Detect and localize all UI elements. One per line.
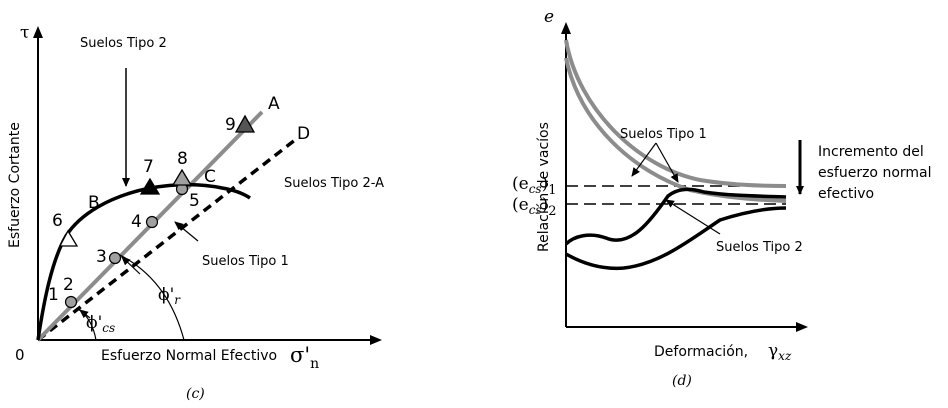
d-curve-tipo2-upper [564,187,787,246]
c-line-d-label: D [297,124,310,144]
c-x-axis-symbol: σ'n [290,343,319,372]
d-label-incremento-2: esfuerzo normal [818,165,932,181]
c-point-3-marker [108,251,122,265]
d-label-incremento-1: Incremento del [818,144,924,160]
d-y-axis-arrow-icon [561,22,571,34]
c-line-d [36,138,297,342]
c-arrow-suelos-tipo-1 [174,221,199,242]
c-curve-b [36,182,251,341]
c-point-6-marker [58,229,79,247]
d-curve-tipo2-lower [565,206,787,271]
d-arrow-tipo1-b [655,142,679,183]
c-point-7-marker [139,177,161,195]
c-x-axis-label: Esfuerzo Normal Efectivo [101,348,277,364]
c-point-2-marker [64,295,78,309]
c-angle-arrow-cs [79,309,91,319]
panel-c: τ Esfuerzo Cortante 0 Esfuerzo Normal Ef… [7,23,384,402]
c-point-4-marker [145,215,159,229]
panel-d: e Relación de vacíos Deformación, γxz (d… [512,7,932,389]
c-point-7-label: 7 [143,157,154,177]
d-curve-tipo1-lower [564,57,787,203]
c-angle-cs-label: ϕ'cs [86,313,115,335]
c-point-6-label: 6 [52,211,63,231]
c-point-8-marker [171,168,193,186]
c-point-2-label: 2 [63,275,74,295]
c-point-3-label: 3 [96,247,107,267]
c-curve-c-label: C [204,167,216,187]
c-label-suelos-tipo-2: Suelos Tipo 2 [80,36,167,51]
d-label-incremento-3: efectivo [818,186,874,202]
d-x-axis-symbol: γxz [768,341,792,363]
c-origin-label: 0 [15,346,25,364]
d-ecs2-label: (ecs)2 [512,195,557,219]
d-label-suelos-tipo-2: Suelos Tipo 2 [716,240,803,255]
c-line-a-label: A [268,94,280,114]
c-angle-arrow-r [121,256,141,275]
c-point-9-marker [234,114,256,133]
c-y-axis-label: Esfuerzo Cortante [7,122,23,248]
c-point-8-label: 8 [177,149,188,169]
d-x-axis-label: Deformación, [654,344,748,360]
d-y-axis-symbol: e [544,7,554,27]
c-label-suelos-tipo-2a: Suelos Tipo 2-A [284,176,384,191]
c-point-1-label: 1 [48,285,59,305]
c-label-suelos-tipo-1: Suelos Tipo 1 [202,254,289,269]
c-y-axis-symbol: τ [20,23,29,43]
d-curve-tipo1-upper [564,39,787,188]
c-point-5-label: 5 [189,191,200,211]
d-y-axis-label: Relación de vacíos [536,122,552,252]
d-label-suelos-tipo-1: Suelos Tipo 1 [620,127,707,142]
d-arrow-tipo1-a [631,142,657,177]
c-curve-b-label: B [88,193,100,213]
c-point-9-label: 9 [225,115,236,135]
c-x-axis-arrow-icon [370,335,382,345]
d-ecs1-label: (ecs)1 [512,174,557,198]
d-arrow-tipo2 [665,199,721,235]
d-x-axis-arrow-icon [796,322,808,332]
c-caption: (c) [186,386,205,402]
c-y-axis-arrow-icon [33,26,43,38]
d-caption: (d) [672,373,692,389]
c-point-4-label: 4 [131,212,142,232]
c-angle-r-label: ϕ'r [158,285,181,307]
